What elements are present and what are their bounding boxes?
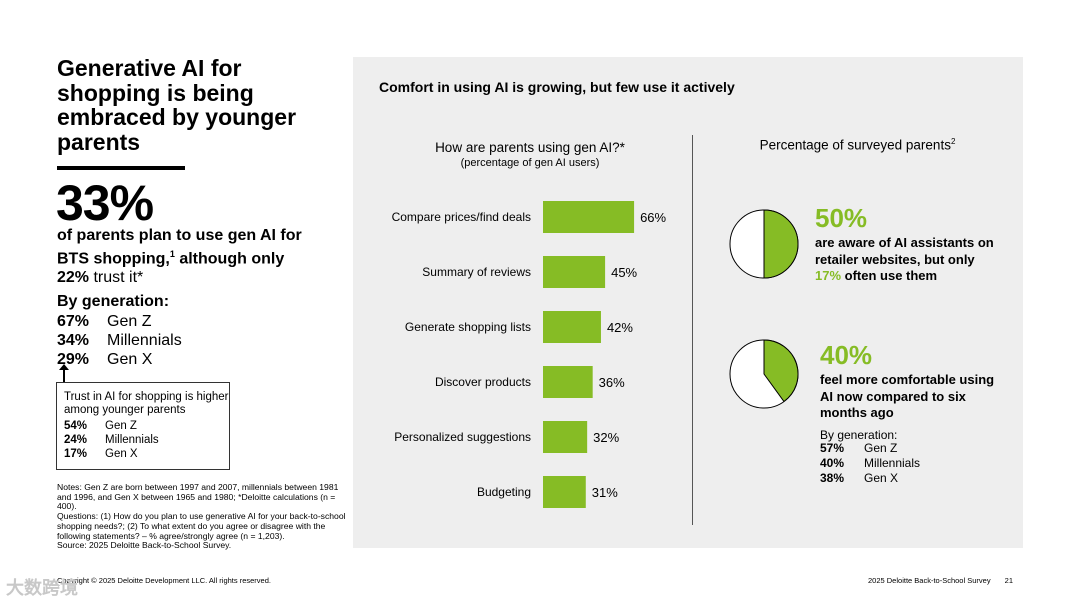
generation-row-genx: 29% Gen X <box>57 351 152 369</box>
generation-pct: 29% <box>57 351 90 368</box>
generation-pct: 57% <box>820 441 845 455</box>
title-rule <box>57 166 185 170</box>
stat-line1: of parents plan to use gen AI for <box>57 227 302 244</box>
notes-text: Notes: Gen Z are born between 1997 and 2… <box>57 482 346 551</box>
generation-pct: 67% <box>57 313 90 330</box>
trust-callout-box: Trust in AI for shopping is higher among… <box>56 382 230 470</box>
bar-category-label: Personalized suggestions <box>394 430 531 444</box>
trust-label: Gen Z <box>105 420 137 432</box>
often-use-pct: 17% <box>815 268 842 283</box>
aware-text-a: are aware of AI assistants on retailer w… <box>815 235 994 267</box>
bar-value-label: 36% <box>599 375 625 390</box>
page-number: 21 <box>1004 576 1014 585</box>
bar-chart-title: How are parents using gen AI?* <box>435 140 625 155</box>
trust-callout-text: Trust in AI for shopping is higher among… <box>64 391 229 416</box>
pie-slice-value <box>763 339 799 403</box>
generation-label: Gen X <box>864 471 899 485</box>
bar <box>543 421 588 453</box>
generation-pct: 38% <box>820 471 845 485</box>
bar <box>543 256 606 288</box>
watermark-text: 大数跨境 <box>6 578 78 598</box>
bar-chart: Compare prices/find deals 66% Summary of r… <box>392 201 667 508</box>
bar <box>543 476 586 508</box>
by-generation-heading: By generation: <box>57 293 170 310</box>
pie-title-footnote-ref: 2 <box>950 137 956 146</box>
stat-description: of parents plan to use gen AI for BTS sh… <box>57 226 327 287</box>
aware-description: are aware of AI assistants on retailer w… <box>815 235 1000 285</box>
trust-pct: 54% <box>64 420 88 432</box>
trust-row-genz: 54% Gen Z <box>64 420 137 432</box>
bar-value-label: 66% <box>640 210 666 225</box>
trust-row-genx: 17% Gen X <box>64 448 138 460</box>
trust-pct: 22% <box>57 269 90 287</box>
chart-panel <box>353 57 1023 548</box>
arrow-up-icon <box>59 364 69 382</box>
pie-section-title: Percentage of surveyed parents2 <box>720 137 995 153</box>
page-title: Generative AI for shopping is being embr… <box>57 55 297 155</box>
bar-value-label: 32% <box>593 430 619 445</box>
bar <box>543 201 635 233</box>
generation-pct: 34% <box>57 332 90 349</box>
generation-label: Millennials <box>107 332 182 349</box>
trust-label: Gen X <box>105 448 138 460</box>
generation-label: Millennials <box>864 456 921 470</box>
aware-pct: 50% <box>815 203 868 233</box>
trust-pct: 17% <box>64 448 88 460</box>
comfortable-row-millennials: 40% Millennials <box>820 456 920 470</box>
chart-divider <box>692 135 693 525</box>
report-name: 2025 Deloitte Back-to-School Survey <box>868 576 991 585</box>
bar <box>543 366 593 398</box>
bar-category-label: Compare prices/find deals <box>392 210 531 224</box>
generation-label: Gen Z <box>107 313 152 330</box>
pie-slice-value <box>763 209 799 279</box>
bar-category-label: Budgeting <box>477 485 531 499</box>
comfortable-by-generation: By generation: <box>820 428 898 442</box>
bar-category-label: Summary of reviews <box>422 265 531 279</box>
trust-pct: 24% <box>64 434 88 446</box>
generation-row-genz: 67% Gen Z <box>57 313 151 331</box>
bar-category-label: Discover products <box>435 375 531 389</box>
copyright-text: Copyright © 2025 Deloitte Development LL… <box>57 576 271 585</box>
stat-footnote-ref: 1 <box>169 249 175 259</box>
trust-label: Millennials <box>105 434 159 446</box>
bar <box>543 311 601 343</box>
trust-row-millennials: 24% Millennials <box>64 434 159 446</box>
pie-section-title-text: Percentage of surveyed parents <box>759 137 951 153</box>
bar-value-label: 42% <box>607 320 633 335</box>
generation-label: Gen X <box>107 351 153 368</box>
pie-chart-aware <box>729 209 799 279</box>
comfortable-description: feel more comfortable using AI now compa… <box>820 372 995 420</box>
big-stat: 33% <box>56 175 154 231</box>
bar-chart-subtitle: (percentage of gen AI users) <box>460 157 600 169</box>
comfortable-row-genz: 57% Gen Z <box>820 441 897 455</box>
bar-value-label: 45% <box>611 265 637 280</box>
generation-pct: 40% <box>820 456 845 470</box>
panel-title: Comfort in using AI is growing, but few … <box>379 79 735 95</box>
stat-line2a: BTS shopping, <box>57 250 170 268</box>
generation-row-millennials: 34% Millennials <box>57 332 182 350</box>
aware-text-b: often use them <box>841 268 938 283</box>
comfortable-row-genx: 38% Gen X <box>820 471 898 485</box>
comfortable-pct: 40% <box>820 340 873 370</box>
bar-value-label: 31% <box>592 485 618 500</box>
footer-report: 2025 Deloitte Back-to-School Survey 21 <box>868 576 1013 585</box>
stat-line2b: although only <box>174 250 285 268</box>
trust-text: trust it* <box>89 269 144 287</box>
bar-category-label: Generate shopping lists <box>405 320 531 334</box>
pie-chart-comfortable <box>729 339 799 409</box>
generation-label: Gen Z <box>864 441 898 455</box>
